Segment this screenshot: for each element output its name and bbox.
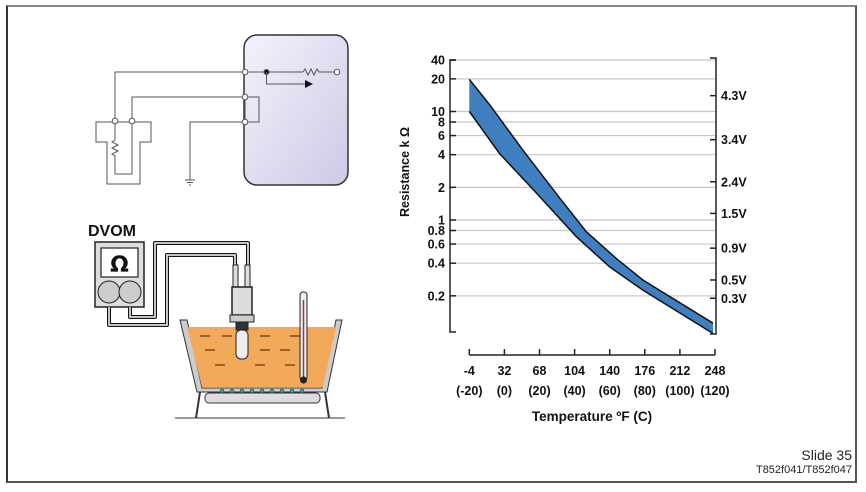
y-tick-label: 8 xyxy=(438,116,445,130)
y-axis-label: Resistance k Ω xyxy=(398,127,412,217)
x-tick-label-c: (20) xyxy=(528,384,550,398)
ohm-icon: Ω xyxy=(110,253,129,278)
y-tick-label: 6 xyxy=(438,129,445,143)
y-tick-label: 4 xyxy=(438,148,445,162)
x-axis-label: Temperature ºF (C) xyxy=(532,409,652,424)
x-tick-label-f: 212 xyxy=(669,364,690,378)
y-tick-label: 10 xyxy=(431,105,445,119)
circuit-schematic xyxy=(95,34,349,186)
y-tick-label: 0.6 xyxy=(428,238,445,252)
x-tick-label-f: -4 xyxy=(464,364,475,378)
axes xyxy=(449,57,717,356)
slide-frame xyxy=(6,5,857,483)
sensor-outline xyxy=(95,121,152,185)
y-tick-label: 0.4 xyxy=(428,257,445,271)
figure-id: T852f041/T852f047 xyxy=(755,464,852,476)
arrow-icon xyxy=(305,80,313,88)
y-tick-label: 40 xyxy=(431,54,445,68)
voltage-label: 2.4V xyxy=(721,175,747,189)
x-tick-label-f: 176 xyxy=(634,364,655,378)
sensor-resistor-icon xyxy=(110,121,133,175)
y-tick-label: 2 xyxy=(438,181,445,195)
thermometer-icon xyxy=(299,291,308,384)
heated-liquid xyxy=(187,327,336,387)
x-tick-label-c: (60) xyxy=(599,384,621,398)
slide-number: Slide 35 xyxy=(801,447,852,463)
x-tick-label-f: 32 xyxy=(497,364,511,378)
x-tick-label-c: (80) xyxy=(634,384,656,398)
ground-icon xyxy=(185,179,195,186)
y-tick-label: 1 xyxy=(438,214,445,228)
y-axis-right xyxy=(710,57,717,335)
series-upper-line xyxy=(468,78,714,324)
y-tick-label: 0.8 xyxy=(428,224,445,238)
ecu-resistor-icon xyxy=(302,67,334,77)
voltage-label: 3.4V xyxy=(721,133,747,147)
x-tick-label-f: 140 xyxy=(599,364,620,378)
voltage-label: 0.9V xyxy=(721,242,747,256)
voltage-label: 0.5V xyxy=(721,273,747,287)
x-tick-label-c: (0) xyxy=(497,384,512,398)
meter-leads-inner xyxy=(108,242,249,326)
x-tick-label-f: 248 xyxy=(705,364,726,378)
voltage-label: 1.5V xyxy=(721,207,747,221)
series-lower-line xyxy=(468,111,714,335)
y-tick-label: 0.2 xyxy=(428,289,445,303)
voltage-label: 4.3V xyxy=(721,89,747,103)
x-tick-label-f: 104 xyxy=(564,364,585,378)
x-tick-label-c: (-20) xyxy=(456,384,482,398)
dvom-label: DVOM xyxy=(88,223,136,240)
x-tick-label-c: (120) xyxy=(700,384,729,398)
x-tick-label-f: 68 xyxy=(533,364,547,378)
x-tick-label-c: (40) xyxy=(563,384,585,398)
y-tick-label: 20 xyxy=(431,72,445,86)
x-tick-label-c: (100) xyxy=(665,384,694,398)
voltage-label: 0.3V xyxy=(721,292,747,306)
water-bath xyxy=(175,319,345,419)
dvom-meter: Ω xyxy=(94,241,145,308)
y-axis-left xyxy=(449,59,456,333)
grid xyxy=(450,59,716,297)
temperature-sensor xyxy=(229,264,255,360)
